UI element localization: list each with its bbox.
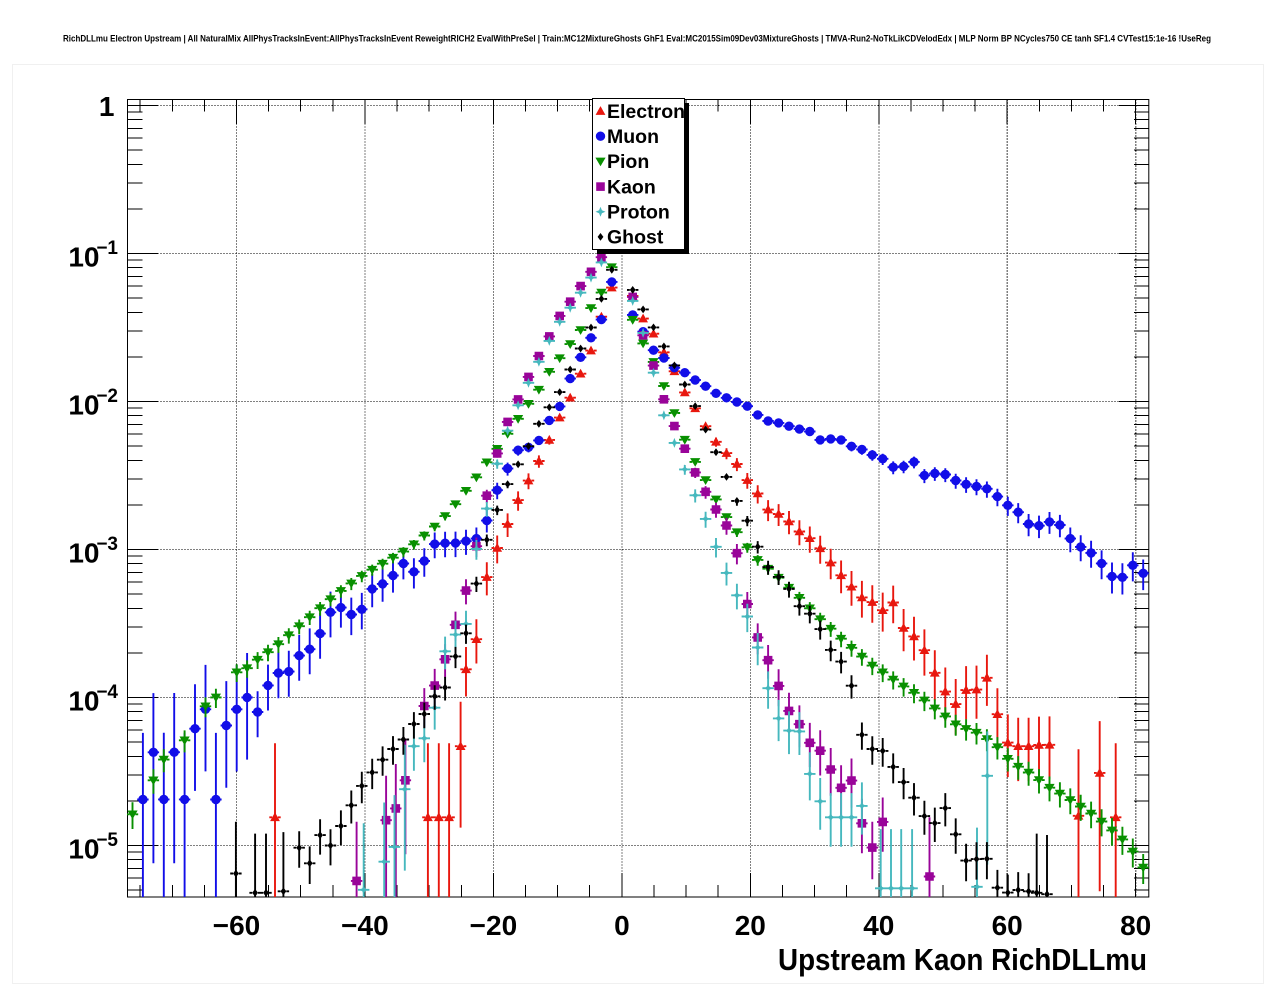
svg-text:60: 60 [992, 910, 1023, 941]
svg-text:−60: −60 [213, 910, 261, 941]
svg-text:RichDLLmu Electron Upstream |: RichDLLmu Electron Upstream | All Natura… [63, 34, 1211, 45]
svg-text:−20: −20 [470, 910, 518, 941]
svg-text:0: 0 [614, 910, 630, 941]
svg-text:20: 20 [735, 910, 766, 941]
svg-text:Proton: Proton [607, 202, 670, 224]
svg-text:Upstream Kaon RichDLLmu: Upstream Kaon RichDLLmu [778, 942, 1147, 977]
svg-text:−4: −4 [96, 682, 118, 703]
svg-text:Pion: Pion [607, 151, 649, 173]
svg-text:Kaon: Kaon [607, 176, 656, 198]
svg-text:−3: −3 [96, 534, 118, 555]
svg-text:40: 40 [863, 910, 894, 941]
svg-text:−40: −40 [341, 910, 389, 941]
svg-text:10: 10 [68, 241, 99, 272]
svg-text:Ghost: Ghost [607, 227, 664, 249]
svg-text:10: 10 [68, 685, 99, 716]
svg-text:−2: −2 [96, 386, 118, 407]
svg-text:Electron: Electron [607, 101, 685, 123]
svg-text:−1: −1 [96, 238, 118, 259]
svg-text:10: 10 [68, 389, 99, 420]
svg-text:−5: −5 [96, 830, 118, 851]
svg-text:Muon: Muon [607, 126, 659, 148]
svg-text:10: 10 [68, 537, 99, 568]
svg-text:10: 10 [68, 833, 99, 864]
svg-text:80: 80 [1120, 910, 1151, 941]
svg-text:1: 1 [99, 91, 115, 122]
